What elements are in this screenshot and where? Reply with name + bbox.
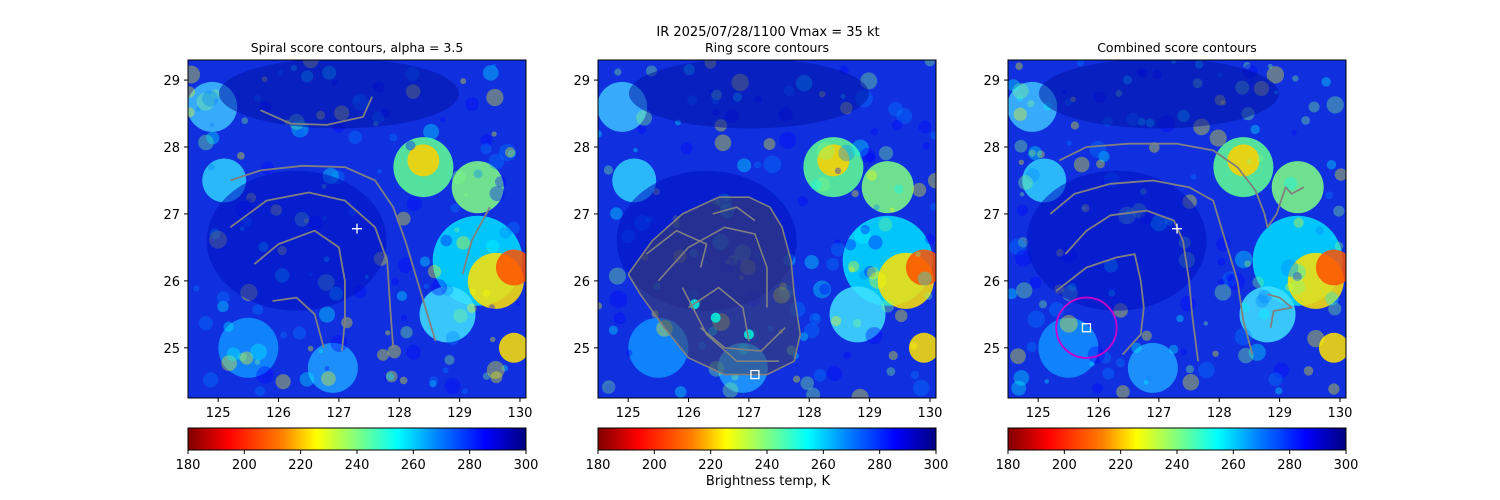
score-contour [1058,142,1305,229]
score-contour [230,164,437,342]
x-tick-label: 125 [1026,406,1051,421]
x-tick-label: 126 [266,406,291,421]
colorbar-tick-label: 240 [755,458,780,473]
brightness-temperature-image [598,60,936,398]
ring-highlight-patch [743,329,754,340]
y-tick-label: 26 [573,275,590,290]
colorbar-tick-label: 200 [232,458,257,473]
score-contour [657,226,768,308]
x-tick-label: 128 [797,406,822,421]
panel-title: Combined score contours [1097,40,1257,55]
panel-2: Ring score contours 125 126 127 128 129 130 25 2… [573,40,948,473]
score-contour [700,327,786,352]
score-contour [712,206,756,222]
colorbar-tick-label: 240 [345,458,370,473]
y-tick-label: 25 [983,342,1000,357]
center-square-marker [750,369,760,380]
score-contour [272,296,325,349]
colorbar-tick-label: 220 [698,458,723,473]
y-tick-label: 27 [983,208,1000,223]
colorbar [187,427,527,451]
x-tick-label: 129 [447,406,472,421]
ring-highlight-patch [710,312,721,323]
score-contour [1064,209,1199,362]
colorbar-tick-label: 180 [176,458,201,473]
colorbar-tick-label: 180 [996,458,1021,473]
x-tick-label: 125 [616,406,641,421]
colorbar-tick-label: 300 [1334,458,1359,473]
panel-title: Ring score contours [705,40,829,55]
score-contour [681,287,780,362]
axes-frame [597,59,937,399]
axes-frame [1007,59,1347,399]
colorbar-tick-label: 300 [514,458,539,473]
score-contour [260,96,373,126]
x-tick-label: 126 [1086,406,1111,421]
x-tick-label: 129 [1267,406,1292,421]
colorbar-tick-label: 240 [1165,458,1190,473]
score-contour [688,286,750,342]
colorbar [1007,427,1347,451]
figure-suptitle: IR 2025/07/28/1100 Vmax = 35 kt [656,25,879,40]
y-tick-label: 26 [163,275,180,290]
score-contour [1049,179,1254,355]
x-tick-label: 130 [508,406,533,421]
colorbar-tick-label: 300 [924,458,949,473]
colorbar-tick-label: 280 [457,458,482,473]
score-contour [645,229,708,268]
y-tick-label: 28 [163,141,180,156]
center-plus-marker [1172,223,1182,234]
score-contour [253,229,346,352]
x-tick-label: 127 [326,406,351,421]
score-contour [1267,293,1293,328]
x-tick-label: 130 [918,406,943,421]
colorbar-tick-label: 200 [642,458,667,473]
colorbar-tick-label: 260 [401,458,426,473]
axes-frame [187,59,527,399]
x-tick-label: 128 [1207,406,1232,421]
score-contour [627,196,801,376]
x-tick-label: 127 [1146,406,1171,421]
colorbar-tick-label: 280 [867,458,892,473]
y-tick-label: 27 [573,208,590,223]
score-contour [461,206,491,275]
x-tick-label: 130 [1328,406,1353,421]
fix-circle [1055,296,1118,359]
center-plus-marker [352,223,362,234]
y-tick-label: 25 [573,342,590,357]
colorbar-tick-label: 260 [1221,458,1246,473]
y-tick-label: 29 [163,74,180,89]
x-tick-label: 128 [387,406,412,421]
colorbar-tick-label: 280 [1277,458,1302,473]
x-tick-label: 129 [857,406,882,421]
colorbar-tick-label: 220 [288,458,313,473]
y-tick-label: 27 [163,208,180,223]
x-tick-label: 127 [736,406,761,421]
score-contour [229,191,395,348]
brightness-temperature-image [188,60,526,398]
x-tick-label: 126 [676,406,701,421]
panel-3: Combined score contours 125 126 127 128 129 13… [983,40,1358,473]
y-tick-label: 28 [573,141,590,156]
x-tick-label: 125 [206,406,231,421]
panel-title: Spiral score contours, alpha = 3.5 [251,40,464,55]
y-tick-label: 29 [983,74,1000,89]
panel-1: Spiral score contours, alpha = 3.5 125 126… [163,40,538,473]
fix-square-marker [1081,323,1092,333]
colorbar-tick-label: 260 [811,458,836,473]
colorbar-label: Brightness temp, K [706,474,831,489]
colorbar-tick-label: 220 [1108,458,1133,473]
y-tick-label: 29 [573,74,590,89]
y-tick-label: 25 [163,342,180,357]
colorbar [597,427,937,451]
colorbar-tick-label: 180 [586,458,611,473]
score-contour [1055,253,1145,356]
colorbar-tick-label: 200 [1052,458,1077,473]
y-tick-label: 28 [983,141,1000,156]
y-tick-label: 26 [983,275,1000,290]
